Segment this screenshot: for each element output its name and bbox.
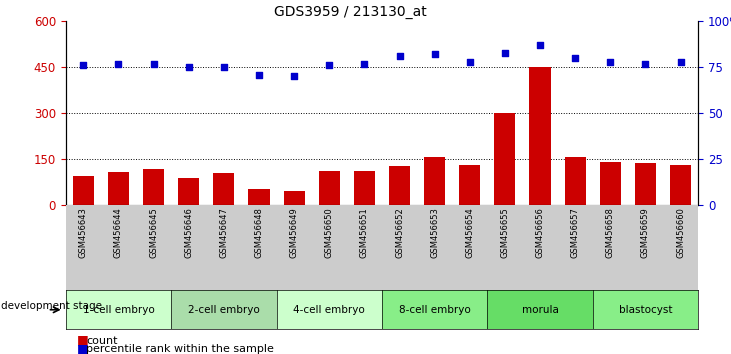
Text: GSM456647: GSM456647 bbox=[219, 207, 228, 258]
Text: GSM456658: GSM456658 bbox=[606, 207, 615, 258]
Text: GSM456649: GSM456649 bbox=[289, 207, 299, 258]
Point bbox=[113, 61, 124, 67]
Point bbox=[675, 59, 686, 64]
Title: GDS3959 / 213130_at: GDS3959 / 213130_at bbox=[274, 5, 427, 19]
Text: GSM456659: GSM456659 bbox=[641, 207, 650, 258]
Text: GSM456655: GSM456655 bbox=[501, 207, 510, 258]
Text: GSM456653: GSM456653 bbox=[430, 207, 439, 258]
Point bbox=[429, 52, 441, 57]
Text: 4-cell embryo: 4-cell embryo bbox=[293, 305, 365, 315]
Bar bbox=[494, 113, 515, 205]
Text: blastocyst: blastocyst bbox=[618, 305, 673, 315]
Bar bbox=[276, 290, 382, 329]
Bar bbox=[635, 163, 656, 205]
Point bbox=[499, 50, 511, 55]
Text: percentile rank within the sample: percentile rank within the sample bbox=[86, 344, 274, 354]
Bar bbox=[73, 176, 94, 205]
Point bbox=[569, 55, 581, 61]
Bar bbox=[143, 169, 164, 205]
Text: GSM456643: GSM456643 bbox=[79, 207, 88, 258]
Bar bbox=[354, 171, 375, 205]
Text: ■: ■ bbox=[77, 342, 88, 354]
Text: GSM456651: GSM456651 bbox=[360, 207, 369, 258]
Text: ■: ■ bbox=[77, 333, 88, 346]
Bar bbox=[459, 165, 480, 205]
Bar bbox=[593, 290, 698, 329]
Text: GSM456657: GSM456657 bbox=[571, 207, 580, 258]
Bar bbox=[171, 290, 276, 329]
Bar bbox=[599, 162, 621, 205]
Point bbox=[183, 64, 194, 70]
Bar bbox=[108, 172, 129, 205]
Bar bbox=[66, 290, 171, 329]
Text: GSM456644: GSM456644 bbox=[114, 207, 123, 258]
Bar bbox=[389, 166, 410, 205]
Point bbox=[77, 63, 89, 68]
Point bbox=[323, 63, 335, 68]
Bar bbox=[382, 290, 488, 329]
Text: 1-cell embryo: 1-cell embryo bbox=[83, 305, 154, 315]
Text: GSM456650: GSM456650 bbox=[325, 207, 334, 258]
Text: GSM456656: GSM456656 bbox=[536, 207, 545, 258]
Point bbox=[394, 53, 406, 59]
Point bbox=[358, 61, 370, 67]
Text: GSM456654: GSM456654 bbox=[465, 207, 474, 258]
Bar bbox=[564, 157, 586, 205]
Point bbox=[253, 72, 265, 78]
Bar bbox=[213, 173, 235, 205]
Point bbox=[605, 59, 616, 64]
Bar bbox=[529, 67, 550, 205]
Point bbox=[464, 59, 476, 64]
Bar bbox=[284, 190, 305, 205]
Text: GSM456646: GSM456646 bbox=[184, 207, 193, 258]
Point bbox=[640, 61, 651, 67]
Text: GSM456660: GSM456660 bbox=[676, 207, 685, 258]
Point bbox=[534, 42, 546, 48]
Text: GSM456648: GSM456648 bbox=[254, 207, 263, 258]
Bar bbox=[488, 290, 593, 329]
Bar bbox=[424, 157, 445, 205]
Bar bbox=[178, 178, 200, 205]
Text: GSM456645: GSM456645 bbox=[149, 207, 158, 258]
Text: morula: morula bbox=[522, 305, 558, 315]
Bar bbox=[319, 171, 340, 205]
Bar bbox=[670, 165, 691, 205]
Text: GSM456652: GSM456652 bbox=[395, 207, 404, 258]
Point bbox=[148, 61, 159, 67]
Bar bbox=[249, 189, 270, 205]
Point bbox=[218, 64, 230, 70]
Text: development stage: development stage bbox=[1, 301, 102, 311]
Point bbox=[288, 74, 300, 79]
Text: count: count bbox=[86, 336, 118, 346]
Text: 8-cell embryo: 8-cell embryo bbox=[399, 305, 471, 315]
Text: 2-cell embryo: 2-cell embryo bbox=[188, 305, 260, 315]
